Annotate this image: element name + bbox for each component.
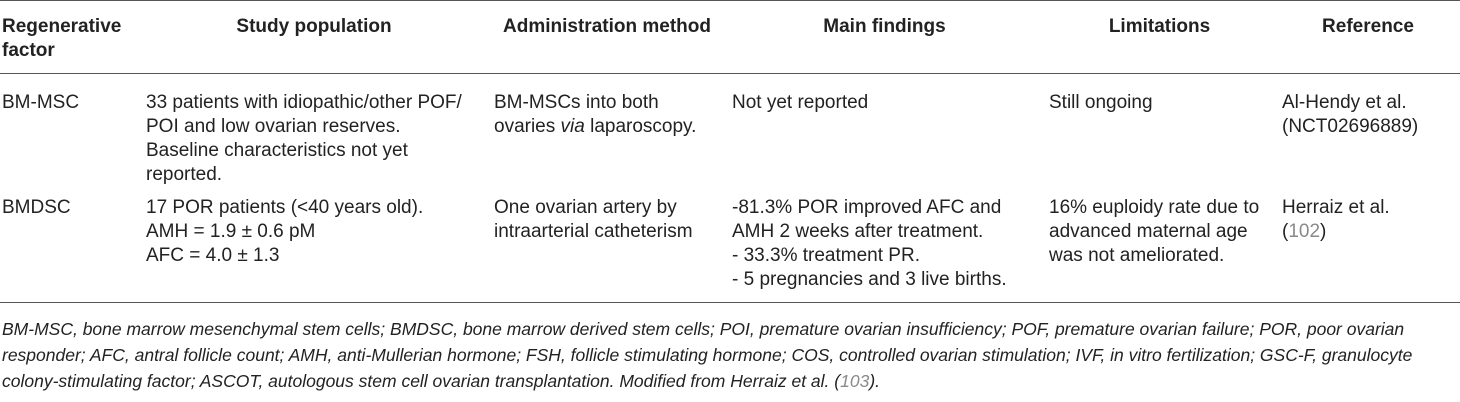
cell-line: Al-Hendy et al. (1282, 92, 1407, 113)
cell-line: Herraiz et al. (1282, 197, 1390, 218)
table-footnote: BM-MSC, bone marrow mesenchymal stem cel… (2, 316, 1454, 394)
header-limitations: Limitations (1108, 16, 1211, 37)
footnote-close: ). (869, 371, 881, 391)
method-italic-text: via (560, 116, 585, 137)
cell-reference: Herraiz et al. (102) (1276, 196, 1460, 303)
cell-line: intraarterial catheterism (494, 221, 693, 242)
cell-line: 33 patients with idiopathic/other POF/ (146, 92, 462, 113)
table-row: BM-MSC 33 patients with idiopathic/other… (0, 74, 1460, 197)
citation-link[interactable]: 103 (840, 371, 870, 391)
citation-link[interactable]: 102 (1288, 221, 1321, 242)
cell-limitations: 16% euploidy rate due to advanced matern… (1043, 196, 1276, 303)
cell-line: AMH 2 weeks after treatment. (732, 221, 984, 242)
table-row: BMDSC 17 POR patients (<40 years old). A… (0, 196, 1460, 303)
cell-line: Not yet reported (732, 92, 869, 113)
cell-line: POI and low ovarian reserves. (146, 116, 401, 137)
method-text: ovaries (494, 116, 561, 137)
cell-line: (102) (1282, 220, 1454, 244)
cell-line: ovaries via laparoscopy. (494, 115, 720, 139)
cell-line: AFC = 4.0 ± 1.3 (146, 245, 280, 266)
cell-reference: Al-Hendy et al. (NCT02696889) (1276, 74, 1460, 197)
cell-method: One ovarian artery by intraarterial cath… (488, 196, 726, 303)
cell-line: -81.3% POR improved AFC and (732, 197, 1002, 218)
cell-factor: BM-MSC (2, 92, 80, 113)
header-factor: Regenerative factor (2, 16, 122, 61)
cell-line: - 5 pregnancies and 3 live births. (732, 269, 1007, 290)
cell-line: AMH = 1.9 ± 0.6 pM (146, 221, 316, 242)
cell-line: BM-MSCs into both (494, 92, 659, 113)
cell-line: was not ameliorated. (1049, 245, 1225, 266)
cell-line: advanced maternal age (1049, 221, 1248, 242)
cell-line: reported. (146, 164, 223, 185)
footnote-text: BM-MSC, bone marrow mesenchymal stem cel… (2, 319, 1413, 391)
data-table: Regenerative factor Study population Adm… (0, 0, 1460, 303)
header-row: Regenerative factor Study population Adm… (0, 0, 1460, 74)
cell-line: Baseline characteristics not yet (146, 140, 408, 161)
cell-line: - 33.3% treatment PR. (732, 245, 920, 266)
cell-factor: BMDSC (2, 197, 71, 218)
cell-line: Still ongoing (1049, 92, 1153, 113)
cell-limitations: Still ongoing (1043, 74, 1276, 197)
cell-line: 17 POR patients (<40 years old). (146, 197, 424, 218)
header-population: Study population (236, 16, 392, 37)
cell-findings: -81.3% POR improved AFC and AMH 2 weeks … (726, 196, 1043, 303)
header-findings: Main findings (823, 16, 946, 37)
citation-bracket: ( (1282, 221, 1289, 242)
method-text: laparoscopy. (584, 116, 697, 137)
citation-bracket: ) (1320, 221, 1327, 242)
cell-line: 16% euploidy rate due to (1049, 197, 1260, 218)
cell-findings: Not yet reported (726, 74, 1043, 197)
cell-population: 33 patients with idiopathic/other POF/ P… (140, 74, 488, 197)
cell-line: (NCT02696889) (1282, 116, 1419, 137)
header-method: Administration method (503, 16, 711, 37)
cell-population: 17 POR patients (<40 years old). AMH = 1… (140, 196, 488, 303)
header-reference: Reference (1322, 16, 1414, 37)
cell-line: One ovarian artery by (494, 197, 677, 218)
cell-method: BM-MSCs into both ovaries via laparoscop… (488, 74, 726, 197)
